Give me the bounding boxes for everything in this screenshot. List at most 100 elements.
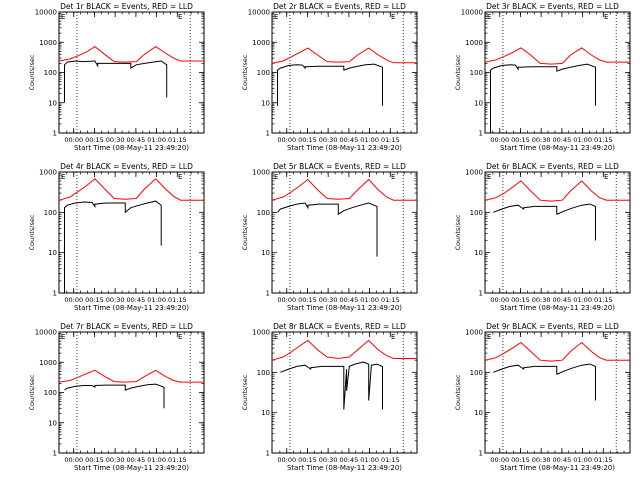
y-tick-label: 1 [53, 130, 57, 138]
y-tick-label: 10 [48, 249, 57, 257]
x-tick-label: 00:45 [553, 296, 572, 304]
y-tick-label: 100 [257, 369, 270, 377]
x-tick-label: 00:30 [532, 296, 551, 304]
plot-frame [58, 331, 205, 454]
x-tick-label: 01:00 [147, 296, 166, 304]
y-tick-label: 10 [474, 249, 483, 257]
y-axis-label: Counts/sec [454, 214, 462, 250]
y-axis-label: Counts/sec [28, 54, 36, 90]
x-tick-label: 01:15 [594, 296, 613, 304]
x-tick-label: 00:30 [319, 456, 338, 464]
event-rate-series [277, 63, 383, 106]
x-tick-label: 00:15 [511, 296, 530, 304]
y-tick-label: 10 [48, 419, 57, 427]
x-tick-label: 01:15 [381, 136, 400, 144]
x-tick-label: 01:00 [147, 456, 166, 464]
y-tick-label: 1 [266, 450, 270, 458]
y-tick-label: 1 [53, 450, 57, 458]
panel-det-3: Det 3r BLACK = Events, RED = LLD E E 1 10 100… [454, 2, 631, 152]
x-tick-label: 00:45 [340, 296, 359, 304]
x-tick-label: 01:00 [573, 296, 592, 304]
panel-title: Det 5r BLACK = Events, RED = LLD [273, 162, 406, 171]
plot-frame [58, 11, 205, 134]
x-tick-label: 01:15 [168, 136, 187, 144]
plot-frame [271, 171, 418, 294]
x-tick-label: 00:00 [490, 456, 509, 464]
corner-mark: E [604, 13, 608, 21]
x-axis-label: Start Time (08-May-11 23:49:20) [287, 304, 402, 312]
corner-mark: E [178, 173, 182, 181]
x-tick-label: 00:00 [277, 296, 296, 304]
x-tick-label: 00:30 [532, 136, 551, 144]
event-rate-series [280, 361, 383, 410]
x-tick-label: 00:30 [532, 456, 551, 464]
lld-rate-series [58, 45, 204, 63]
plot-frame [271, 331, 418, 454]
x-tick-label: 00:00 [277, 456, 296, 464]
lld-rate-series [484, 180, 630, 202]
x-tick-label: 00:00 [490, 136, 509, 144]
y-tick-label: 1 [479, 450, 483, 458]
x-tick-label: 00:30 [106, 456, 125, 464]
corner-mark: E [274, 13, 278, 21]
corner-mark: E [178, 333, 182, 341]
corner-mark: E [178, 13, 182, 21]
panel-det-1: Det 1r BLACK = Events, RED = LLD E E 1 10 100… [28, 2, 205, 152]
corner-mark: E [274, 333, 278, 341]
lld-rate-series [271, 47, 417, 64]
x-tick-label: 00:30 [319, 296, 338, 304]
x-tick-label: 01:15 [594, 456, 613, 464]
event-rate-series [493, 203, 596, 241]
corner-mark: E [274, 173, 278, 181]
x-axis-label: Start Time (08-May-11 23:49:20) [500, 464, 615, 472]
x-tick-label: 00:30 [106, 136, 125, 144]
corner-mark: E [604, 333, 608, 341]
x-tick-label: 00:00 [64, 456, 83, 464]
panel-title: Det 4r BLACK = Events, RED = LLD [60, 162, 193, 171]
panel-title: Det 3r BLACK = Events, RED = LLD [486, 2, 619, 11]
corner-mark: E [61, 333, 65, 341]
x-tick-label: 00:00 [64, 296, 83, 304]
y-tick-label: 10 [474, 99, 483, 107]
y-tick-label: 100 [257, 209, 270, 217]
event-rate-series [277, 202, 378, 257]
x-tick-label: 00:45 [553, 456, 572, 464]
x-tick-label: 00:45 [553, 136, 572, 144]
x-tick-label: 01:00 [573, 456, 592, 464]
panel-title: Det 6r BLACK = Events, RED = LLD [486, 162, 619, 171]
y-tick-label: 1000 [252, 39, 270, 47]
y-tick-label: 10000 [35, 329, 57, 337]
panel-det-9: Det 9r BLACK = Events, RED = LLD E E 1 10 100… [454, 322, 631, 472]
y-tick-label: 10000 [248, 9, 270, 17]
panel-title: Det 9r BLACK = Events, RED = LLD [486, 322, 619, 331]
y-tick-label: 100 [470, 209, 483, 217]
x-tick-label: 00:15 [85, 136, 104, 144]
lld-rate-series [271, 178, 417, 201]
x-tick-label: 00:00 [490, 296, 509, 304]
event-rate-series [490, 63, 596, 133]
corner-mark: E [487, 13, 491, 21]
panel-det-4: Det 4r BLACK = Events, RED = LLD E E 1 10 100… [28, 162, 205, 312]
y-tick-label: 1 [266, 130, 270, 138]
lld-rate-series [484, 341, 630, 362]
y-tick-label: 10 [261, 99, 270, 107]
plot-frame [58, 171, 205, 294]
panel-det-7: Det 7r BLACK = Events, RED = LLD E E 1 10 100… [28, 322, 205, 472]
y-tick-label: 10 [261, 249, 270, 257]
y-tick-label: 100 [44, 69, 57, 77]
y-tick-label: 1 [53, 290, 57, 298]
x-tick-label: 01:00 [147, 136, 166, 144]
x-axis-label: Start Time (08-May-11 23:49:20) [500, 144, 615, 152]
plot-frame [484, 331, 631, 454]
y-tick-label: 1000 [39, 39, 57, 47]
x-tick-label: 00:15 [85, 296, 104, 304]
x-tick-label: 01:15 [168, 296, 187, 304]
y-axis-label: Counts/sec [241, 374, 249, 410]
y-tick-label: 100 [44, 389, 57, 397]
x-tick-label: 00:45 [340, 456, 359, 464]
event-rate-series [493, 363, 596, 401]
y-tick-label: 10 [48, 99, 57, 107]
corner-mark: E [391, 173, 395, 181]
x-tick-label: 01:00 [360, 456, 379, 464]
